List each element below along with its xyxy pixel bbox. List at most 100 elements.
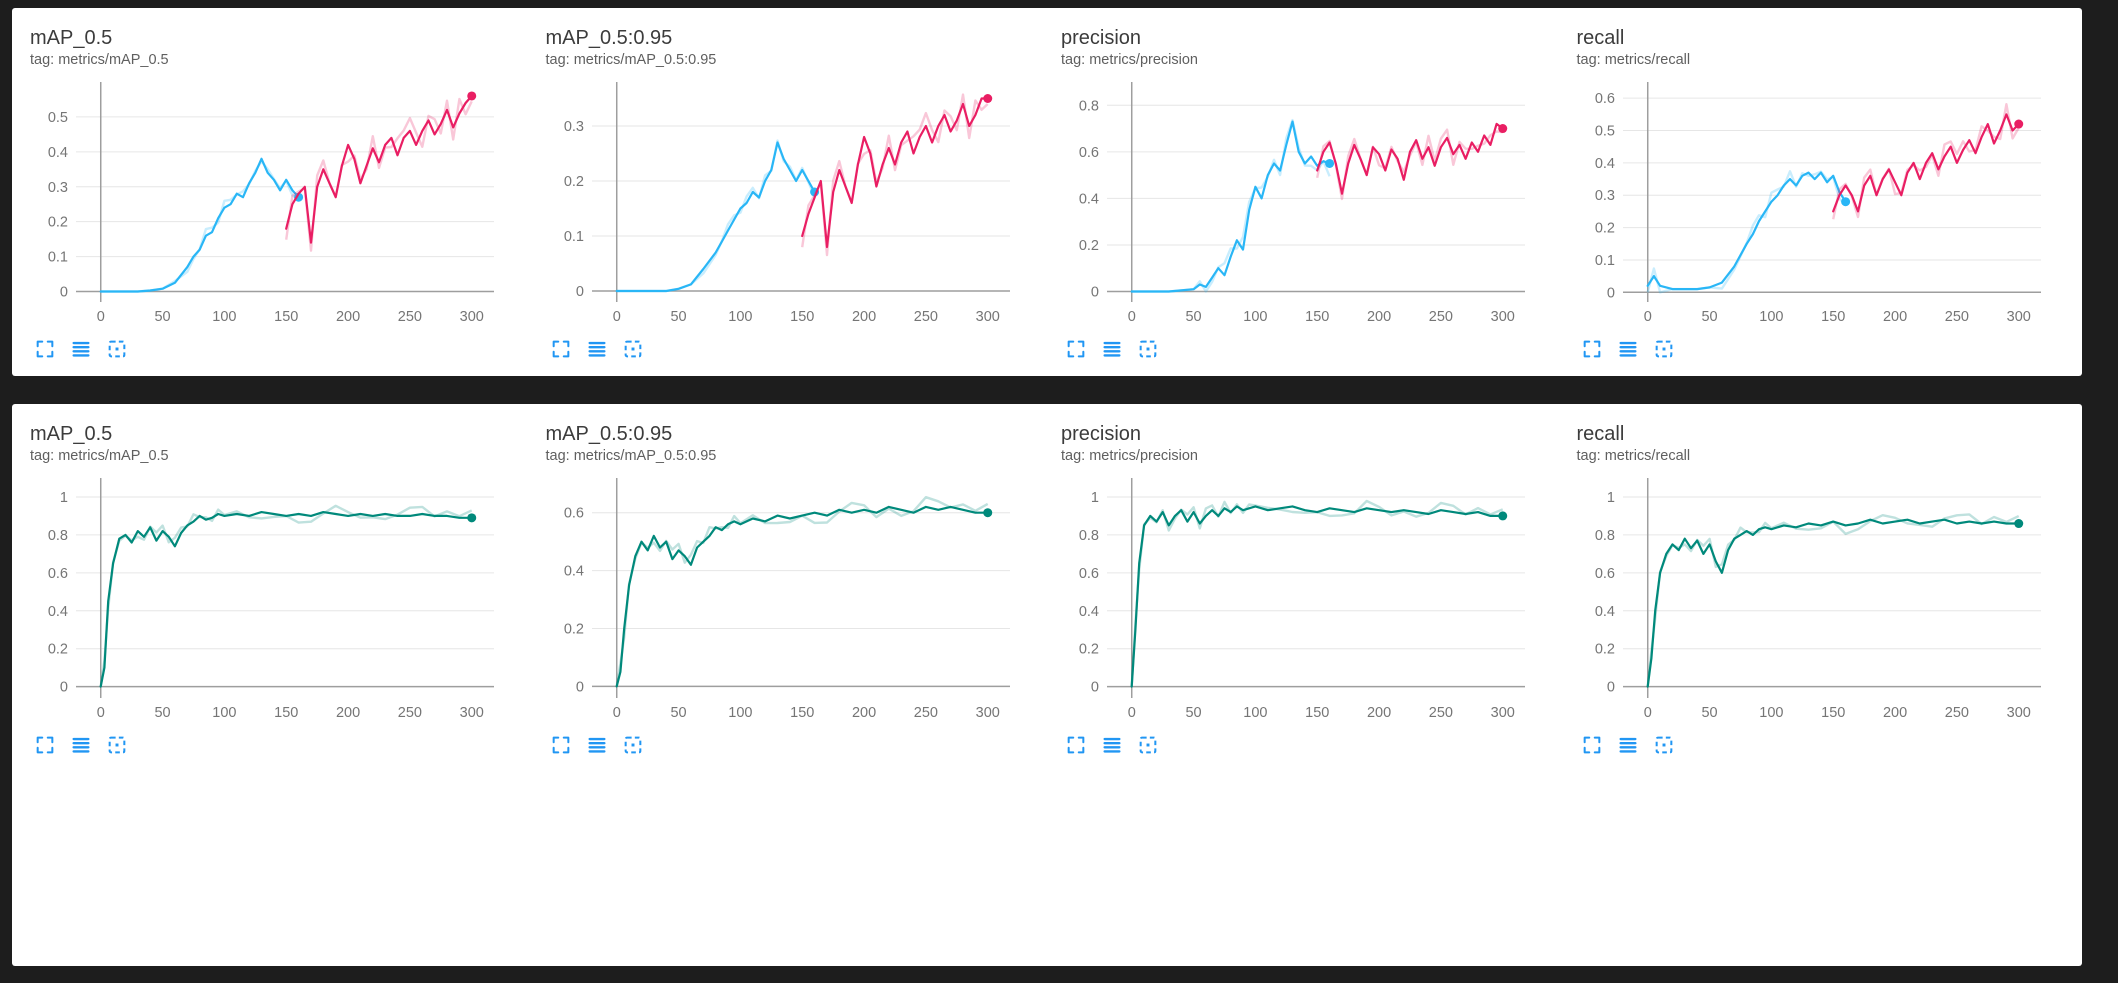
expand-card-button[interactable] [1063,336,1089,362]
chart-tag: tag: metrics/mAP_0.5 [30,52,169,68]
line-chart[interactable]: 0 0.1 0.2 0.3 0 50 100 150 200 250 300 [546,76,1018,328]
chart-group-panel-top: mAP_0.5 tag: metrics/mAP_0.5 0 0.1 0.2 0.3 0… [12,8,2082,376]
chart-actions [1579,336,2065,362]
fit-domain-button[interactable] [620,336,646,362]
expand-card-button[interactable] [32,336,58,362]
svg-text:300: 300 [1491,309,1515,325]
data-table-toggle-button[interactable] [1099,732,1125,758]
scalar-chart-card: mAP_0.5:0.95 tag: metrics/mAP_0.5:0.95 0… [532,416,1048,762]
scalar-chart-card: precision tag: metrics/precision 0 0.2 0.4… [1047,416,1563,762]
fit-domain-icon [1139,340,1157,358]
svg-text:0.1: 0.1 [563,229,583,245]
svg-text:0: 0 [60,285,68,301]
svg-text:0.4: 0.4 [1079,191,1099,207]
scalar-chart-card: mAP_0.5 tag: metrics/mAP_0.5 0 0.1 0.2 0.3 0… [16,20,532,366]
expand-card-button[interactable] [1579,336,1605,362]
line-chart[interactable]: 0 0.2 0.4 0.6 0.8 0 50 100 150 200 250 300 [1061,76,1533,328]
chart-actions [1063,732,1549,758]
svg-text:250: 250 [1429,309,1453,325]
chart-tag: tag: metrics/mAP_0.5:0.95 [545,448,717,464]
line-chart[interactable]: 0 0.2 0.4 0.6 0.8 1 0 50 100 150 200 250 300 [1577,472,2049,724]
chart-actions [548,732,1034,758]
svg-text:0: 0 [97,309,105,325]
expand-card-button[interactable] [548,336,574,362]
svg-text:0.1: 0.1 [1594,253,1614,269]
svg-text:0: 0 [575,284,583,300]
svg-text:0.6: 0.6 [563,506,583,522]
svg-text:0.8: 0.8 [48,528,68,544]
data-table-toggle-button[interactable] [1099,336,1125,362]
fit-domain-button[interactable] [1135,732,1161,758]
fit-domain-icon [624,340,641,358]
chart-title: precision [1061,423,1142,445]
svg-text:200: 200 [336,309,360,325]
chart-title: mAP_0.5:0.95 [545,27,673,49]
line-chart[interactable]: 0 0.2 0.4 0.6 0.8 1 0 50 100 150 200 250 300 [1061,472,1533,724]
fit-domain-button[interactable] [1135,336,1161,362]
chart-title: recall [1576,27,1625,49]
data-table-toggle-button[interactable] [584,732,610,758]
svg-text:200: 200 [336,705,360,721]
svg-text:0: 0 [1091,680,1099,696]
svg-text:0.6: 0.6 [1079,145,1099,161]
fit-domain-icon [1655,736,1672,754]
fit-domain-button[interactable] [1651,732,1677,758]
svg-text:0: 0 [612,705,620,721]
svg-text:150: 150 [790,705,814,721]
svg-text:300: 300 [460,705,484,721]
chart-group-panel-bottom: mAP_0.5 tag: metrics/mAP_0.5 0 0.2 0.4 0.6 0… [12,404,2082,966]
charts-grid: mAP_0.5 tag: metrics/mAP_0.5 0 0.1 0.2 0.3 0… [16,20,2078,366]
svg-text:50: 50 [154,309,170,325]
svg-text:0.2: 0.2 [1079,642,1099,658]
scalar-chart-card: precision tag: metrics/precision 0 0.2 0.4… [1047,20,1563,366]
svg-text:0: 0 [1643,309,1651,325]
line-chart[interactable]: 0 0.2 0.4 0.6 0 50 100 150 200 250 300 [546,472,1018,724]
fit-domain-button[interactable] [104,336,130,362]
data-table-toggle-button[interactable] [584,336,610,362]
svg-text:0: 0 [60,680,68,696]
data-table-toggle-button[interactable] [1615,732,1641,758]
svg-text:0.3: 0.3 [563,119,583,135]
svg-text:100: 100 [728,309,752,325]
data-table-toggle-button[interactable] [68,336,94,362]
expand-icon [1583,736,1600,754]
svg-text:0: 0 [575,679,583,695]
svg-text:50: 50 [154,705,170,721]
line-chart[interactable]: 0 0.1 0.2 0.3 0.4 0.5 0.6 0 50 100 150 200 250 300 [1577,76,2049,328]
svg-text:200: 200 [851,309,875,325]
data-table-icon [587,341,606,357]
chart-title: mAP_0.5 [30,27,113,49]
data-table-toggle-button[interactable] [68,732,94,758]
svg-text:0.4: 0.4 [1594,156,1614,172]
svg-text:250: 250 [1944,309,1968,325]
svg-text:0: 0 [1643,705,1651,721]
expand-icon [1583,340,1600,358]
scalar-chart-card: recall tag: metrics/recall 0 0.1 0.2 0.3 0.4… [1563,20,2079,366]
expand-card-button[interactable] [32,732,58,758]
svg-text:0.3: 0.3 [48,180,68,196]
chart-title: precision [1061,27,1142,49]
fit-domain-button[interactable] [620,732,646,758]
fit-domain-button[interactable] [104,732,130,758]
fit-domain-icon [108,340,126,358]
svg-text:300: 300 [2006,309,2030,325]
expand-card-button[interactable] [1579,732,1605,758]
data-table-toggle-button[interactable] [1615,336,1641,362]
data-table-icon [1618,737,1637,753]
line-chart[interactable]: 0 0.2 0.4 0.6 0.8 1 0 50 100 150 200 250 300 [30,472,502,724]
scalar-chart-card: mAP_0.5:0.95 tag: metrics/mAP_0.5:0.95 0… [532,20,1048,366]
svg-text:0.5: 0.5 [48,110,68,126]
svg-text:200: 200 [1367,705,1391,721]
chart-tag: tag: metrics/precision [1061,448,1198,464]
svg-text:1: 1 [1606,490,1614,506]
expand-card-button[interactable] [548,732,574,758]
expand-icon [36,736,54,754]
expand-card-button[interactable] [1063,732,1089,758]
svg-text:0.2: 0.2 [48,215,68,231]
svg-text:250: 250 [913,705,937,721]
svg-text:0: 0 [1128,705,1136,721]
line-chart[interactable]: 0 0.1 0.2 0.3 0.4 0.5 0 50 100 150 200 250 300 [30,76,502,328]
fit-domain-button[interactable] [1651,336,1677,362]
svg-text:100: 100 [1243,309,1267,325]
chart-title: recall [1576,423,1625,445]
